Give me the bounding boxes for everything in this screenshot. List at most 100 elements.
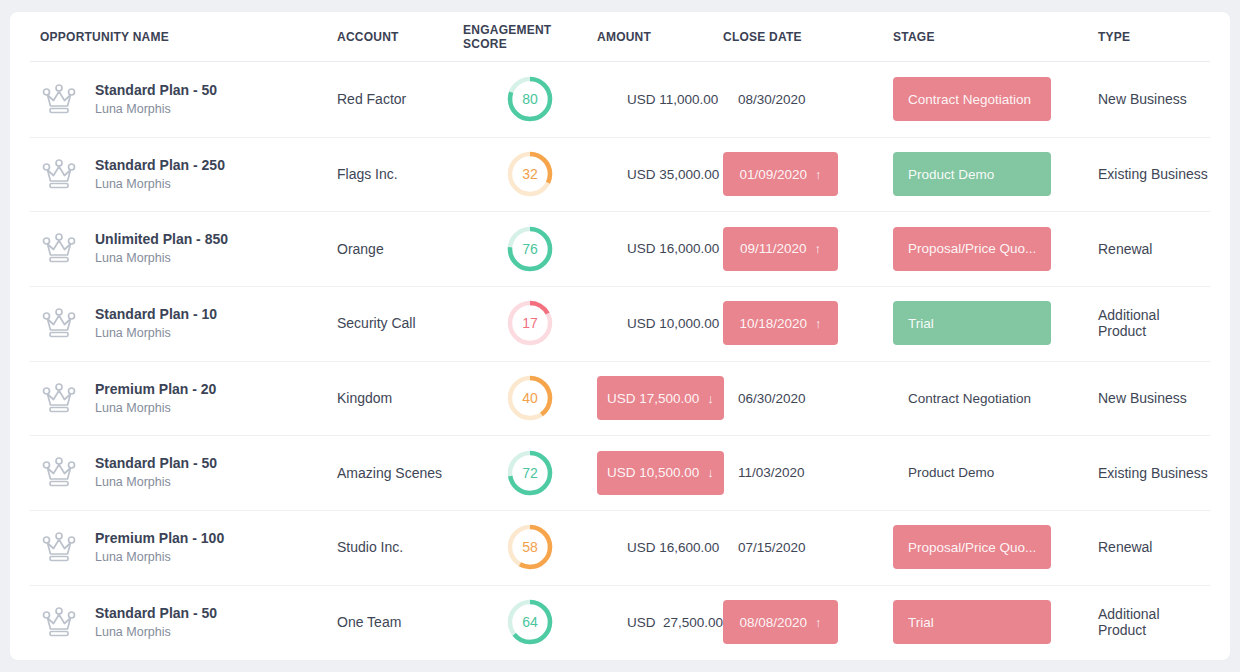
stage-badge: Product Demo — [893, 451, 994, 495]
engagement-score-ring: 64 — [507, 599, 553, 645]
stage-cell: Product Demo — [893, 451, 1088, 495]
opportunity-name[interactable]: Standard Plan - 10 — [95, 305, 217, 323]
close-date-cell: 07/15/2020 — [723, 525, 893, 569]
crown-icon — [40, 83, 78, 116]
opportunity-name[interactable]: Standard Plan - 50 — [95, 454, 217, 472]
column-header-close-date[interactable]: CLOSE DATE — [723, 30, 893, 44]
crown-icon — [40, 456, 78, 489]
engagement-score-value: 64 — [522, 614, 538, 630]
crown-icon — [40, 531, 78, 564]
engagement-score-value: 32 — [522, 166, 538, 182]
stage-badge: Proposal/Price Quo... — [893, 227, 1051, 271]
column-header-account[interactable]: ACCOUNT — [337, 30, 463, 44]
opportunity-owner: Luna Morphis — [95, 325, 217, 342]
column-header-opportunity-name[interactable]: OPPORTUNITY NAME — [40, 30, 337, 44]
engagement-score-cell: 64 — [463, 599, 597, 645]
close-date-cell: 08/30/2020 — [723, 77, 893, 121]
arrow-down-icon: ↓ — [707, 391, 714, 406]
engagement-score-cell: 40 — [463, 375, 597, 421]
engagement-score-ring: 40 — [507, 375, 553, 421]
stage-cell: Trial — [893, 600, 1088, 644]
close-date-cell: 08/08/2020↑ — [723, 600, 893, 644]
type-cell: New Business — [1088, 91, 1210, 107]
stage-cell: Product Demo — [893, 152, 1088, 196]
stage-badge: Proposal/Price Quo... — [893, 525, 1051, 569]
close-date-cell: 10/18/2020↑ — [723, 301, 893, 345]
account-cell: Kingdom — [337, 390, 463, 406]
opportunity-owner: Luna Morphis — [95, 624, 217, 641]
amount-value: USD 27,500.00 — [597, 600, 723, 644]
arrow-down-icon: ↓ — [707, 465, 714, 480]
engagement-score-cell: 32 — [463, 151, 597, 197]
close-date-value: 01/09/2020↑ — [723, 152, 838, 196]
column-header-stage[interactable]: STAGE — [893, 30, 1088, 44]
table-header: OPPORTUNITY NAME ACCOUNT ENGAGEMENT SCOR… — [10, 12, 1230, 62]
amount-value: USD 17,500.00↓ — [597, 376, 724, 420]
opportunity-owner: Luna Morphis — [95, 474, 217, 491]
arrow-up-icon: ↑ — [815, 167, 822, 182]
opportunity-name[interactable]: Unlimited Plan - 850 — [95, 230, 228, 248]
opportunity-name[interactable]: Standard Plan - 50 — [95, 604, 217, 622]
opportunity-cell: Premium Plan - 100 Luna Morphis — [40, 529, 337, 566]
type-cell: Additional Product — [1088, 606, 1210, 638]
close-date-value: 08/30/2020 — [723, 77, 806, 121]
engagement-score-ring: 32 — [507, 151, 553, 197]
opportunity-name[interactable]: Premium Plan - 100 — [95, 529, 224, 547]
type-cell: Renewal — [1088, 241, 1210, 257]
opportunity-name[interactable]: Standard Plan - 50 — [95, 81, 217, 99]
stage-cell: Proposal/Price Quo... — [893, 227, 1088, 271]
amount-cell: USD 11,000.00 — [597, 77, 723, 121]
table-row[interactable]: Standard Plan - 50 Luna Morphis Red Fact… — [10, 62, 1230, 137]
amount-value: USD 35,000.00 — [597, 152, 719, 196]
amount-cell: USD 35,000.00 — [597, 152, 723, 196]
close-date-value: 11/03/2020 — [723, 451, 805, 495]
engagement-score-cell: 72 — [463, 450, 597, 496]
column-header-amount[interactable]: AMOUNT — [597, 30, 723, 44]
table-row[interactable]: Unlimited Plan - 850 Luna Morphis Orange… — [10, 211, 1230, 286]
close-date-cell: 09/11/2020↑ — [723, 227, 893, 271]
opportunity-name[interactable]: Premium Plan - 20 — [95, 380, 216, 398]
table-row[interactable]: Standard Plan - 50 Luna Morphis Amazing … — [10, 435, 1230, 510]
table-row[interactable]: Premium Plan - 20 Luna Morphis Kingdom 4… — [10, 361, 1230, 436]
table-row[interactable]: Standard Plan - 10 Luna Morphis Security… — [10, 286, 1230, 361]
table-row[interactable]: Premium Plan - 100 Luna Morphis Studio I… — [10, 510, 1230, 585]
account-cell: One Team — [337, 614, 463, 630]
opportunity-cell: Standard Plan - 10 Luna Morphis — [40, 305, 337, 342]
stage-badge: Trial — [893, 600, 1051, 644]
column-header-type[interactable]: TYPE — [1088, 30, 1210, 44]
close-date-cell: 01/09/2020↑ — [723, 152, 893, 196]
engagement-score-ring: 76 — [507, 226, 553, 272]
engagement-score-ring: 72 — [507, 450, 553, 496]
opportunity-cell: Standard Plan - 50 Luna Morphis — [40, 604, 337, 641]
engagement-score-ring: 80 — [507, 76, 553, 122]
amount-value: USD 16,600.00 — [597, 525, 719, 569]
amount-value: USD 10,500.00↓ — [597, 451, 724, 495]
account-cell: Studio Inc. — [337, 539, 463, 555]
amount-value: USD 11,000.00 — [597, 77, 718, 121]
amount-value: USD 16,000.00 — [597, 227, 719, 271]
opportunity-owner: Luna Morphis — [95, 176, 225, 193]
opportunity-cell: Premium Plan - 20 Luna Morphis — [40, 380, 337, 417]
opportunity-cell: Unlimited Plan - 850 Luna Morphis — [40, 230, 337, 267]
close-date-value: 09/11/2020↑ — [723, 227, 838, 271]
opportunities-table: OPPORTUNITY NAME ACCOUNT ENGAGEMENT SCOR… — [10, 12, 1230, 660]
opportunity-cell: Standard Plan - 250 Luna Morphis — [40, 156, 337, 193]
table-row[interactable]: Standard Plan - 50 Luna Morphis One Team… — [10, 585, 1230, 660]
crown-icon — [40, 232, 78, 265]
arrow-up-icon: ↑ — [815, 241, 822, 256]
engagement-score-value: 17 — [522, 315, 538, 331]
close-date-value: 07/15/2020 — [723, 525, 806, 569]
engagement-score-cell: 58 — [463, 524, 597, 570]
account-cell: Flags Inc. — [337, 166, 463, 182]
stage-badge: Contract Negotiation — [893, 77, 1051, 121]
amount-cell: USD 10,500.00↓ — [597, 451, 723, 495]
column-header-engagement-score[interactable]: ENGAGEMENT SCORE — [463, 23, 597, 51]
opportunity-owner: Luna Morphis — [95, 250, 228, 267]
engagement-score-value: 80 — [522, 91, 538, 107]
table-row[interactable]: Standard Plan - 250 Luna Morphis Flags I… — [10, 137, 1230, 212]
amount-cell: USD 16,600.00 — [597, 525, 723, 569]
opportunity-owner: Luna Morphis — [95, 101, 217, 118]
close-date-value: 08/08/2020↑ — [723, 600, 838, 644]
opportunity-name[interactable]: Standard Plan - 250 — [95, 156, 225, 174]
engagement-score-ring: 17 — [507, 300, 553, 346]
